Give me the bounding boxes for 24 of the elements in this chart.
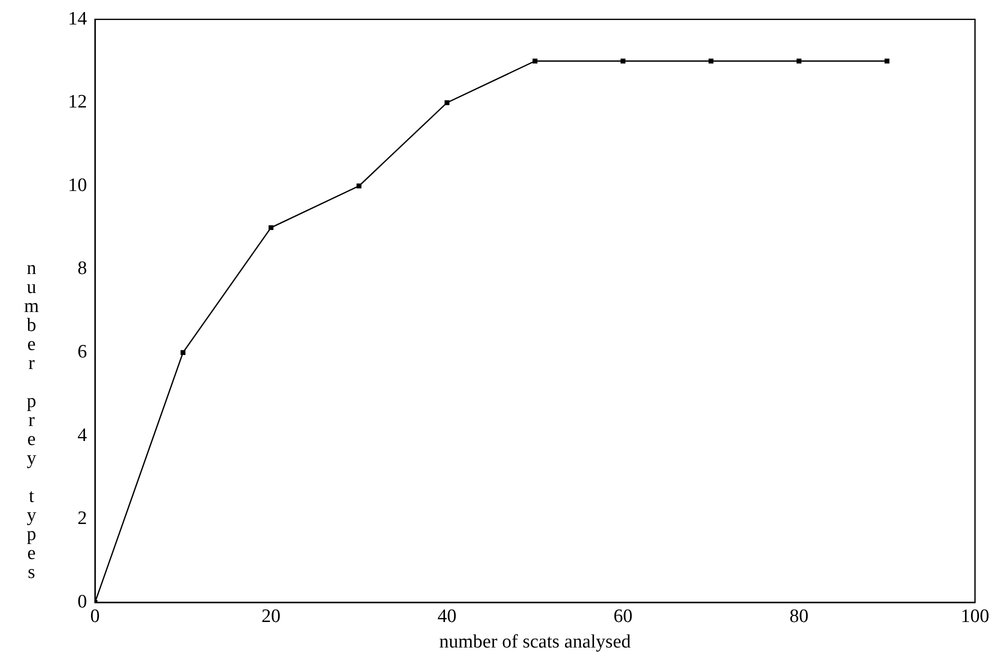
x-tick-label: 100	[960, 606, 990, 627]
point	[708, 58, 714, 64]
y-tick-label: 14	[68, 8, 88, 30]
point	[268, 225, 274, 230]
x-axis-title: number of scats analysed	[439, 632, 632, 653]
point	[180, 350, 186, 355]
y-tick-label: 10	[68, 174, 87, 196]
point	[796, 58, 802, 64]
point	[532, 58, 538, 64]
y-tick-label: 12	[68, 92, 87, 113]
point	[444, 100, 450, 106]
x-tick-label: 60	[614, 606, 632, 627]
y-tick-label: 8	[78, 258, 87, 280]
y-tick-label: 2	[78, 508, 87, 530]
point	[356, 184, 362, 188]
y-axis-title: number prey types	[20, 258, 42, 581]
x-tick-label: 20	[262, 606, 280, 627]
x-tick-label: 80	[790, 606, 808, 627]
point	[620, 58, 626, 64]
y-tick-label: 0	[78, 591, 87, 612]
point	[884, 58, 890, 64]
x-tick-label: 40	[438, 606, 456, 627]
y-tick-label: 4	[78, 424, 88, 446]
y-tick-label: 6	[78, 342, 87, 363]
